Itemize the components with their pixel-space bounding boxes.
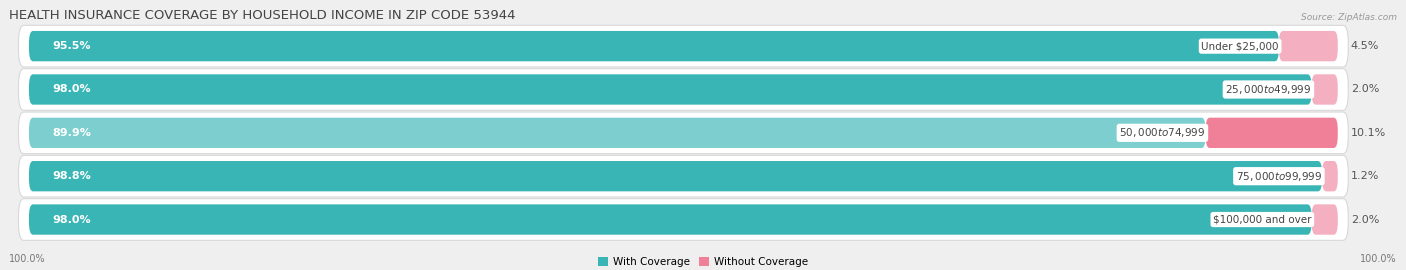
Text: 2.0%: 2.0%	[1351, 85, 1379, 94]
Text: 98.0%: 98.0%	[52, 85, 91, 94]
Text: 100.0%: 100.0%	[10, 254, 46, 264]
FancyBboxPatch shape	[1279, 31, 1337, 61]
FancyBboxPatch shape	[18, 69, 1348, 110]
FancyBboxPatch shape	[30, 161, 1322, 191]
Text: 98.0%: 98.0%	[52, 215, 91, 225]
Text: 10.1%: 10.1%	[1351, 128, 1386, 138]
FancyBboxPatch shape	[1312, 204, 1337, 235]
Text: $100,000 and over: $100,000 and over	[1213, 215, 1312, 225]
FancyBboxPatch shape	[18, 155, 1348, 197]
Text: $25,000 to $49,999: $25,000 to $49,999	[1225, 83, 1312, 96]
FancyBboxPatch shape	[30, 74, 1312, 105]
FancyBboxPatch shape	[1205, 118, 1337, 148]
FancyBboxPatch shape	[18, 25, 1348, 67]
Legend: With Coverage, Without Coverage: With Coverage, Without Coverage	[598, 257, 808, 267]
Text: Under $25,000: Under $25,000	[1201, 41, 1279, 51]
FancyBboxPatch shape	[1322, 161, 1337, 191]
Text: 1.2%: 1.2%	[1351, 171, 1379, 181]
FancyBboxPatch shape	[30, 31, 1279, 61]
Text: 2.0%: 2.0%	[1351, 215, 1379, 225]
Text: 100.0%: 100.0%	[1360, 254, 1396, 264]
Text: $50,000 to $74,999: $50,000 to $74,999	[1119, 126, 1205, 139]
FancyBboxPatch shape	[18, 199, 1348, 240]
FancyBboxPatch shape	[1312, 74, 1337, 105]
Text: 4.5%: 4.5%	[1351, 41, 1379, 51]
Text: 95.5%: 95.5%	[52, 41, 91, 51]
Text: 98.8%: 98.8%	[52, 171, 91, 181]
FancyBboxPatch shape	[18, 112, 1348, 154]
FancyBboxPatch shape	[30, 118, 1205, 148]
Text: HEALTH INSURANCE COVERAGE BY HOUSEHOLD INCOME IN ZIP CODE 53944: HEALTH INSURANCE COVERAGE BY HOUSEHOLD I…	[10, 9, 516, 22]
Text: Source: ZipAtlas.com: Source: ZipAtlas.com	[1301, 13, 1396, 22]
FancyBboxPatch shape	[30, 204, 1312, 235]
Text: $75,000 to $99,999: $75,000 to $99,999	[1236, 170, 1322, 183]
Text: 89.9%: 89.9%	[52, 128, 91, 138]
